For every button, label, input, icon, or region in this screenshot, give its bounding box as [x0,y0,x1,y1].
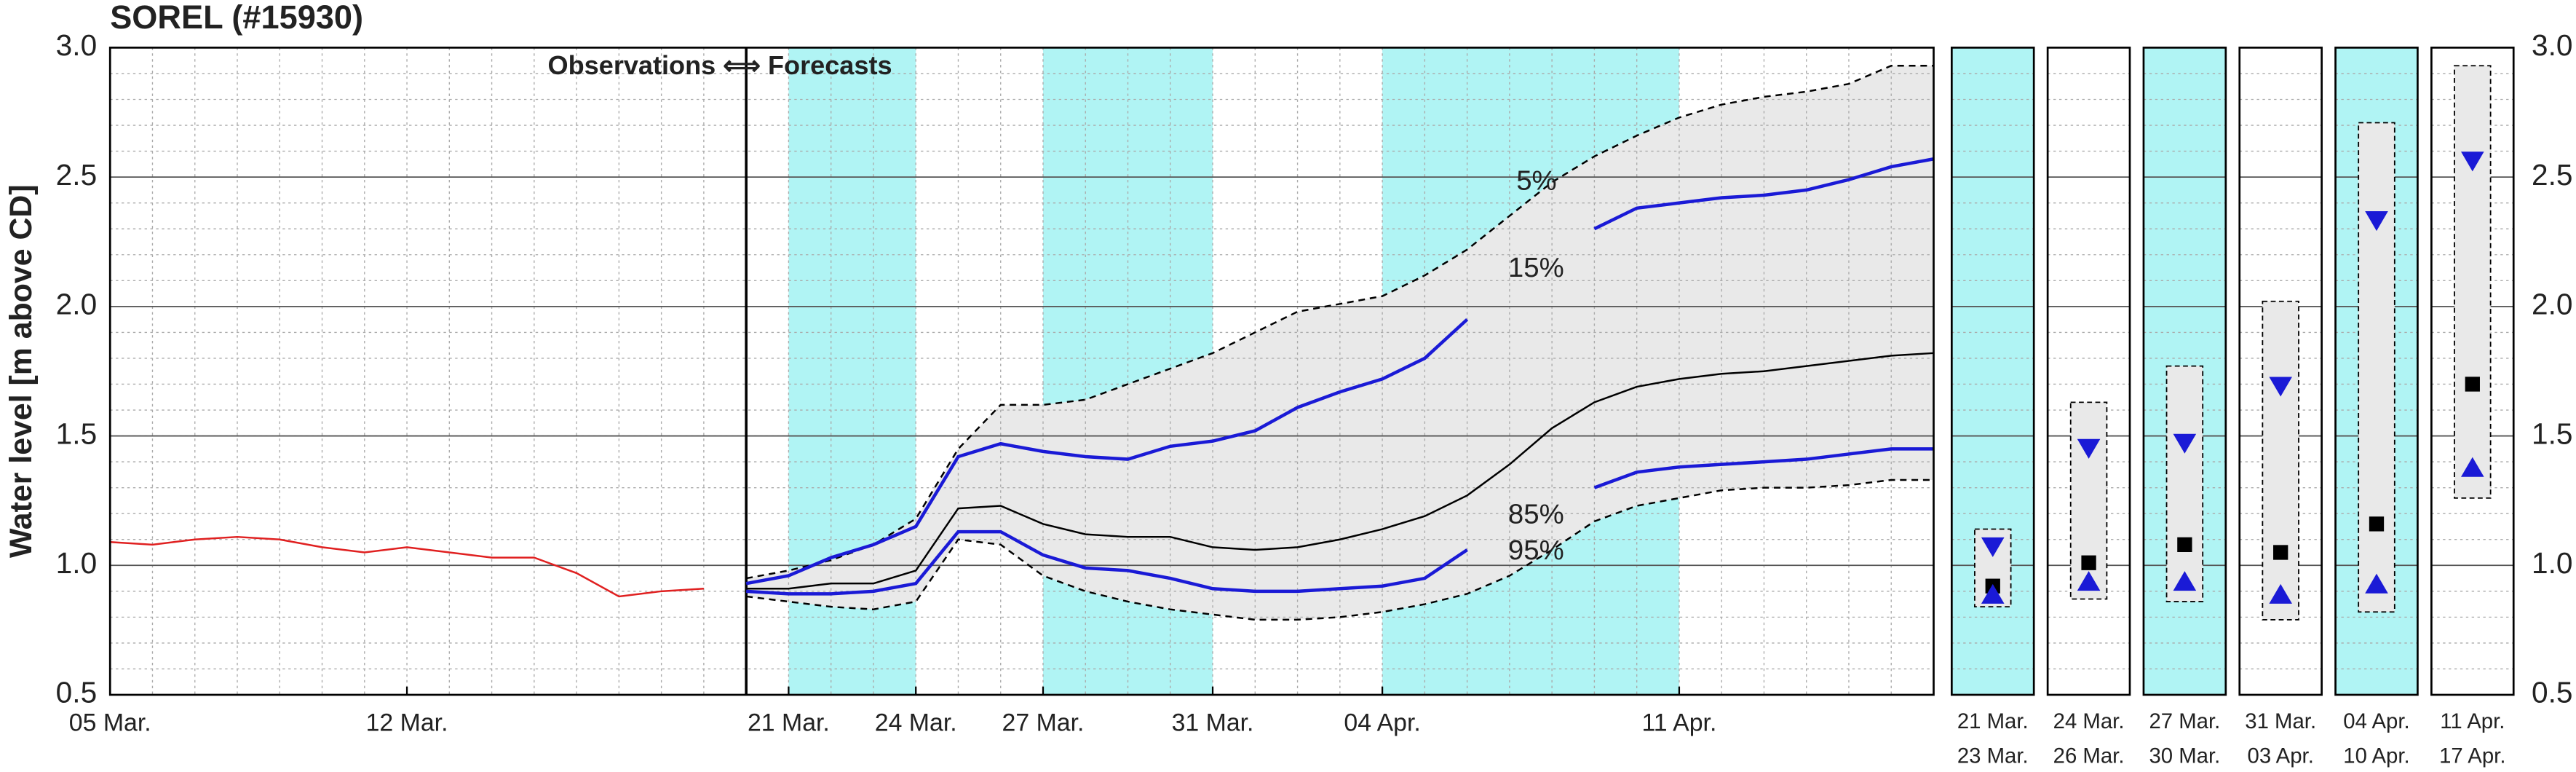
y-tick-label: 2.5 [56,158,97,192]
y2-tick-label: 3.0 [2532,28,2572,62]
y-tick-label: 0.5 [56,676,97,709]
panel-label: 26 Mar. [2053,744,2125,768]
y2-tick-label: 1.5 [2532,417,2572,450]
up-marker [2365,573,2388,594]
down-marker [2173,433,2197,454]
down-marker [2365,211,2388,232]
y-axis-label: Water level [m above CD] [4,184,39,558]
up-marker [2077,571,2101,591]
series-line [746,447,1934,596]
x-tick-label: 21 Mar. [748,709,830,737]
y-tick-label: 1.0 [56,546,97,580]
series-line [745,65,1934,580]
down-marker [2077,438,2101,459]
panel-frame [1950,47,2035,696]
panel-label: 24 Mar. [2053,709,2125,733]
y2-tick-label: 0.5 [2532,676,2572,709]
x-tick-label: 05 Mar. [69,709,151,737]
up-marker [2269,583,2292,604]
series-label: 15% [1508,252,1564,283]
x-tick-label: 04 Apr. [1344,709,1420,737]
x-tick-label: 12 Mar. [366,709,448,737]
down-marker [2461,151,2484,172]
down-marker [2269,377,2292,397]
series-line [746,478,1934,621]
range-box [2165,365,2204,602]
up-marker [2461,457,2484,477]
y-tick-label: 1.5 [56,417,97,450]
y2-tick-label: 2.5 [2532,158,2572,192]
median-marker [2177,537,2192,552]
divider-annotation: Observations ⟺ Forecasts [548,50,892,80]
median-marker [2273,545,2288,560]
range-box [2262,300,2299,621]
y-tick-label: 2.0 [56,288,97,321]
panel-label: 10 Apr. [2343,744,2409,768]
plot-frame [108,47,1935,696]
series-label: 5% [1516,165,1556,196]
up-marker [2173,571,2197,591]
median-marker [2465,377,2480,392]
panel-frame [2430,47,2515,696]
series-line [745,157,1934,586]
panel-label: 11 Apr. [2440,709,2505,733]
median-marker [2369,516,2385,532]
panel-frame [2046,47,2131,696]
panel-label: 21 Mar. [1957,709,2029,733]
panel-label: 17 Apr. [2439,744,2505,768]
y2-tick-label: 2.0 [2532,288,2572,321]
panel-label: 04 Apr. [2343,709,2409,733]
median-marker [2081,555,2096,570]
panel-label: 23 Mar. [1957,744,2029,768]
series-line [746,352,1934,590]
series-label: 85% [1508,498,1564,529]
y-tick-label: 3.0 [56,28,97,62]
up-marker [1981,583,2005,604]
panel-frame [2238,47,2323,696]
x-tick-label: 31 Mar. [1172,709,1254,737]
down-marker [1981,537,2005,557]
y2-tick-label: 1.0 [2532,546,2572,580]
panel-frame [2142,47,2227,696]
chart-title: SOREL (#15930) [110,0,363,36]
panel-frame [2334,47,2419,696]
panel-label: 31 Mar. [2245,709,2316,733]
series-label: 95% [1508,535,1564,566]
panel-label: 03 Apr. [2248,744,2314,768]
panel-label: 27 Mar. [2149,709,2220,733]
x-tick-label: 11 Apr. [1641,709,1716,737]
x-tick-label: 27 Mar. [1002,709,1085,737]
range-box [2454,65,2492,499]
panel-label: 30 Mar. [2149,744,2220,768]
series-line [110,535,704,598]
x-tick-label: 24 Mar. [875,709,957,737]
range-box [2358,122,2395,613]
